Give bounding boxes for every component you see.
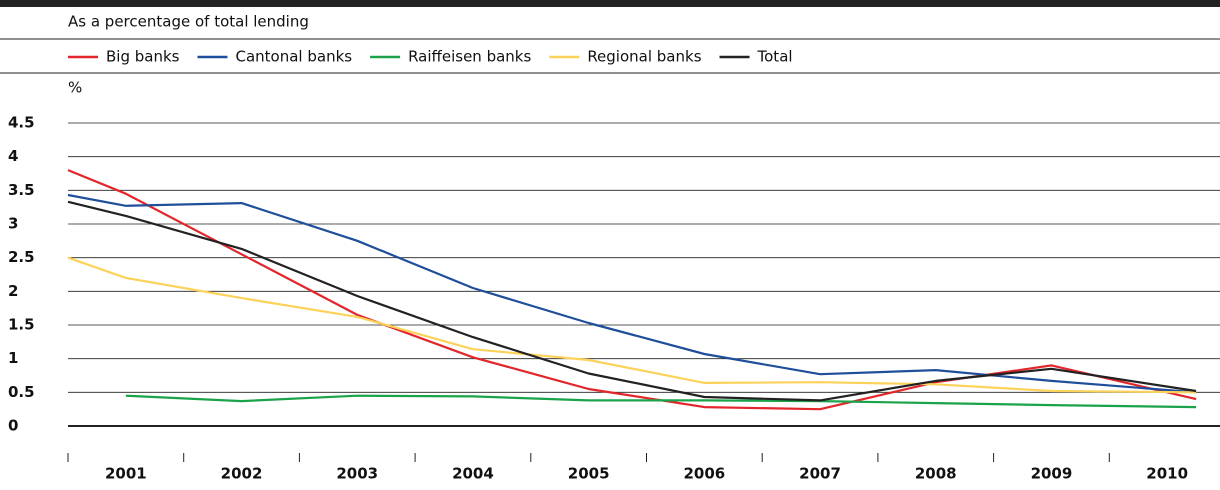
x-tick-label: 2008	[915, 465, 957, 483]
y-tick-label: 0.5	[8, 383, 35, 401]
x-tick-label: 2010	[1146, 465, 1188, 483]
x-tick-label: 2002	[221, 465, 263, 483]
y-tick-label: 4	[8, 147, 18, 165]
x-tick-label: 2006	[683, 465, 725, 483]
y-tick-label: 2.5	[8, 248, 35, 266]
top-bar	[0, 0, 1220, 7]
x-tick-label: 2003	[336, 465, 378, 483]
x-tick-label: 2009	[1031, 465, 1073, 483]
legend-label: Raiffeisen banks	[408, 48, 531, 66]
legend: Big banks Cantonal banks Raiffeisen banks R…	[68, 48, 793, 66]
y-tick-label: 0	[8, 417, 18, 435]
series-line	[125, 394, 1197, 409]
series-line	[67, 193, 1197, 394]
y-tick-label: 3	[8, 215, 18, 233]
legend-label: Regional banks	[587, 48, 701, 66]
x-tick-label: 2005	[568, 465, 610, 483]
legend-label: Big banks	[106, 48, 180, 66]
y-tick-label: 4.5	[8, 114, 35, 132]
legend-label: Cantonal banks	[235, 48, 352, 66]
legend-label: Total	[757, 48, 793, 66]
y-unit: %	[68, 79, 82, 97]
series-line	[67, 169, 1197, 411]
x-tick-label: 2007	[799, 465, 841, 483]
series-line	[67, 256, 1197, 394]
y-tick-label: 1	[8, 349, 18, 367]
series-line	[67, 200, 1197, 402]
y-tick-label: 1.5	[8, 316, 35, 334]
y-tick-label: 2	[8, 282, 18, 300]
y-tick-label: 3.5	[8, 181, 35, 199]
x-tick-label: 2004	[452, 465, 494, 483]
subtitle: As a percentage of total lending	[68, 13, 309, 31]
x-tick-label: 2001	[105, 465, 147, 483]
